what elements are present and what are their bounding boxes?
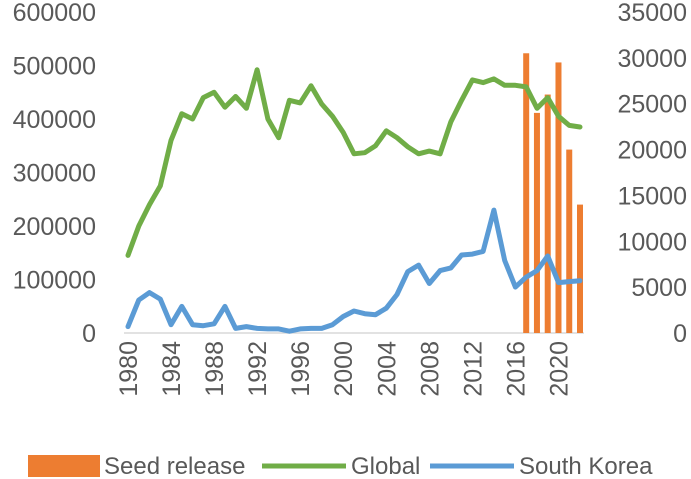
seed-release-bar xyxy=(566,149,573,333)
x-axis-ticks: 1980 1984 1988 1992 1996 2000 2004 2008 2012 2016… xyxy=(115,341,573,397)
x-tick-label: 1980 xyxy=(115,341,143,397)
x-tick-label: 1988 xyxy=(201,341,229,397)
left-tick-label: 200000 xyxy=(13,213,96,241)
x-tick-label: 1984 xyxy=(158,341,186,397)
seed-release-bar xyxy=(533,112,540,333)
left-tick-label: 100000 xyxy=(13,267,96,295)
right-tick-label: 0 xyxy=(673,320,687,348)
legend: Seed release Global South Korea xyxy=(28,453,653,479)
left-tick-label: 300000 xyxy=(13,160,96,188)
legend-item: South Korea xyxy=(430,453,653,479)
right-tick-label: 15000 xyxy=(617,182,687,210)
legend-swatch xyxy=(28,455,100,477)
right-tick-label: 5000 xyxy=(631,274,687,302)
seed-release-bar xyxy=(577,204,583,333)
left-tick-label: 400000 xyxy=(13,106,96,134)
left-tick-label: 600000 xyxy=(13,0,96,27)
right-tick-label: 25000 xyxy=(617,91,687,119)
right-tick-label: 20000 xyxy=(617,137,687,165)
x-tick-label: 2008 xyxy=(416,341,444,397)
x-tick-label: 1992 xyxy=(244,341,272,397)
x-tick-label: 2016 xyxy=(502,341,530,397)
left-axis-ticks: 0 100000 200000 300000 400000 500000 600000 xyxy=(13,0,96,348)
legend-label: South Korea xyxy=(519,453,653,479)
legend-item: Seed release xyxy=(28,453,245,479)
legend-label: Global xyxy=(351,453,420,479)
south-korea-line xyxy=(125,207,583,334)
x-tick-label: 2000 xyxy=(330,341,358,397)
right-tick-label: 10000 xyxy=(617,228,687,256)
seed-release-bar xyxy=(544,94,551,334)
legend-label: Seed release xyxy=(104,453,245,479)
right-tick-label: 35000 xyxy=(617,0,687,27)
x-tick-label: 2012 xyxy=(459,341,487,397)
right-tick-label: 30000 xyxy=(617,45,687,73)
seed-release-bar xyxy=(555,62,562,333)
global-line xyxy=(125,67,583,258)
seed-release-bar xyxy=(523,53,530,334)
x-tick-label: 2004 xyxy=(373,341,401,397)
seed-release-bars xyxy=(523,53,583,334)
left-tick-label: 0 xyxy=(82,320,96,348)
x-tick-label: 2020 xyxy=(545,341,573,397)
right-axis-ticks: 0 5000 10000 15000 20000 25000 30000 35000 xyxy=(617,0,687,348)
legend-item: Global xyxy=(262,453,420,479)
x-tick-label: 1996 xyxy=(287,341,315,397)
left-tick-label: 500000 xyxy=(13,53,96,81)
